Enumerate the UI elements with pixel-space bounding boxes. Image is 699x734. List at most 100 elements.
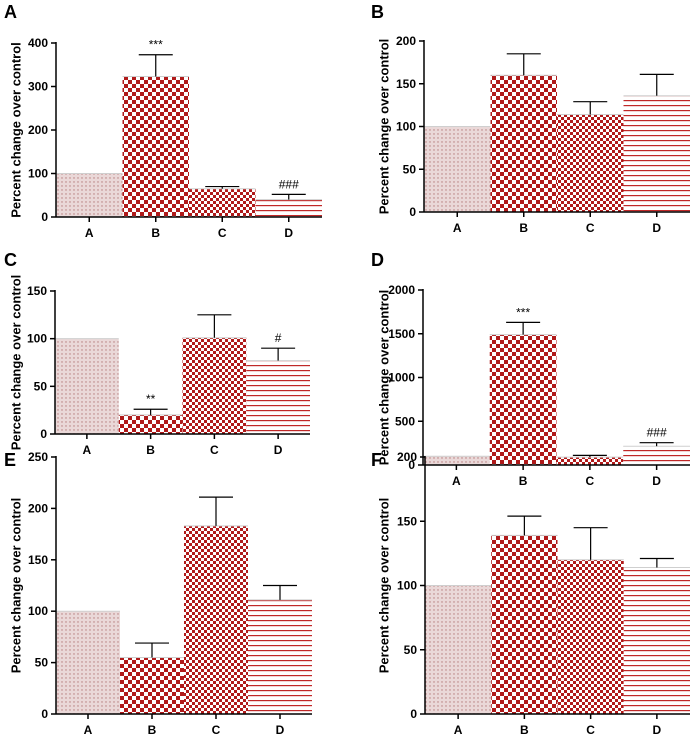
x-tick-label: B xyxy=(520,723,529,734)
panel-letter: C xyxy=(4,250,17,270)
x-tick-label: A xyxy=(85,226,94,240)
x-tick-label: D xyxy=(276,723,285,734)
x-tick-label: B xyxy=(151,226,160,240)
y-tick-label: 150 xyxy=(27,284,47,298)
x-tick-label: C xyxy=(586,221,595,235)
bar-b xyxy=(490,75,557,212)
y-tick-label: 400 xyxy=(28,36,48,50)
bar-d xyxy=(623,446,690,465)
x-tick-label: B xyxy=(519,474,528,488)
y-tick-label: 150 xyxy=(396,77,416,91)
chart-panel-f: F Percent change over control A B C D 0 50 100 15… xyxy=(371,450,690,734)
chart-panel-e: E Percent change over control A B C D 0 50 100 15… xyxy=(4,450,312,734)
bar-c xyxy=(182,337,247,434)
x-tick-label: A xyxy=(453,221,462,235)
y-axis-label: Percent change over control xyxy=(9,42,24,218)
y-tick-label: 200 xyxy=(397,450,417,464)
y-tick-label: 100 xyxy=(27,332,47,346)
y-axis-label: Percent change over control xyxy=(9,498,24,674)
bar-d xyxy=(255,199,322,217)
bar-c xyxy=(184,525,248,714)
y-axis-label: Percent change over control xyxy=(377,290,392,466)
bar-d xyxy=(248,599,312,714)
x-tick-label: C xyxy=(218,226,227,240)
chart-panel-d: D Percent change over control A *** B C ### D 0 5… xyxy=(371,250,690,488)
y-tick-label: 0 xyxy=(408,458,415,472)
significance-label: ### xyxy=(279,177,299,191)
chart-panel-b: B Percent change over control A B C D 0 50 100 15… xyxy=(371,2,690,235)
y-tick-label: 250 xyxy=(28,450,48,464)
y-tick-label: 0 xyxy=(410,707,417,721)
y-tick-label: 300 xyxy=(28,80,48,94)
y-tick-label: 150 xyxy=(397,514,417,528)
bar-b xyxy=(489,334,557,465)
bar-b xyxy=(118,414,183,434)
y-tick-label: 50 xyxy=(34,379,48,393)
bar-d xyxy=(623,567,690,714)
bar-a xyxy=(55,338,119,434)
y-axis-label: Percent change over control xyxy=(377,498,392,674)
bar-c xyxy=(557,559,624,714)
bar-c xyxy=(556,457,624,465)
bar-b xyxy=(122,76,189,218)
y-tick-label: 50 xyxy=(403,162,417,176)
bar-d xyxy=(623,95,690,212)
y-tick-label: 100 xyxy=(28,604,48,618)
x-tick-label: A xyxy=(452,474,461,488)
chart-panel-c: C Percent change over control A ** B C # D 0 50 10… xyxy=(4,250,310,457)
x-tick-label: D xyxy=(274,443,283,457)
significance-label: *** xyxy=(149,38,163,52)
y-tick-label: 500 xyxy=(395,414,415,428)
y-tick-label: 0 xyxy=(41,210,48,224)
panel-letter: E xyxy=(4,450,16,470)
y-tick-label: 1500 xyxy=(388,327,415,341)
y-tick-label: 200 xyxy=(28,123,48,137)
y-tick-label: 0 xyxy=(41,707,48,721)
panel-letter: B xyxy=(371,2,384,22)
panel-letter: A xyxy=(4,2,17,22)
x-tick-label: D xyxy=(652,474,661,488)
y-axis-label: Percent change over control xyxy=(9,275,24,451)
panel-letter: D xyxy=(371,250,384,270)
significance-label: ### xyxy=(647,426,667,440)
panel-letter: F xyxy=(371,450,382,470)
x-tick-label: A xyxy=(454,723,463,734)
significance-label: # xyxy=(275,331,282,345)
significance-label: *** xyxy=(516,305,530,319)
x-tick-label: B xyxy=(146,443,155,457)
bar-b xyxy=(120,657,184,714)
y-tick-label: 200 xyxy=(396,34,416,48)
bar-a xyxy=(423,456,490,465)
x-tick-label: A xyxy=(83,443,92,457)
bar-c xyxy=(557,114,624,212)
x-tick-label: D xyxy=(652,221,661,235)
x-tick-label: C xyxy=(210,443,219,457)
panels-container: A Percent change over control A *** B C ### D 0 1… xyxy=(4,2,690,734)
chart-panel-a: A Percent change over control A *** B C ### D 0 1… xyxy=(4,2,322,240)
y-tick-label: 1000 xyxy=(388,371,415,385)
x-tick-label: D xyxy=(653,723,662,734)
y-axis-label: Percent change over control xyxy=(377,39,392,215)
x-tick-label: D xyxy=(284,226,293,240)
x-tick-label: B xyxy=(519,221,528,235)
x-tick-label: B xyxy=(148,723,157,734)
x-tick-label: C xyxy=(212,723,221,734)
x-tick-label: A xyxy=(84,723,93,734)
y-tick-label: 100 xyxy=(396,120,416,134)
y-tick-label: 200 xyxy=(28,501,48,515)
y-tick-label: 100 xyxy=(28,167,48,181)
bar-c xyxy=(189,188,256,217)
y-tick-label: 100 xyxy=(397,579,417,593)
y-tick-label: 2000 xyxy=(388,283,415,297)
bar-d xyxy=(246,360,310,434)
y-tick-label: 50 xyxy=(404,643,418,657)
y-tick-label: 0 xyxy=(409,205,416,219)
x-tick-label: C xyxy=(586,723,595,734)
significance-label: ** xyxy=(146,392,156,406)
bar-b xyxy=(491,535,558,714)
bar-a xyxy=(56,173,123,217)
bar-a xyxy=(56,611,120,714)
bar-a xyxy=(424,126,491,212)
y-tick-label: 150 xyxy=(28,553,48,567)
y-tick-label: 50 xyxy=(35,656,49,670)
